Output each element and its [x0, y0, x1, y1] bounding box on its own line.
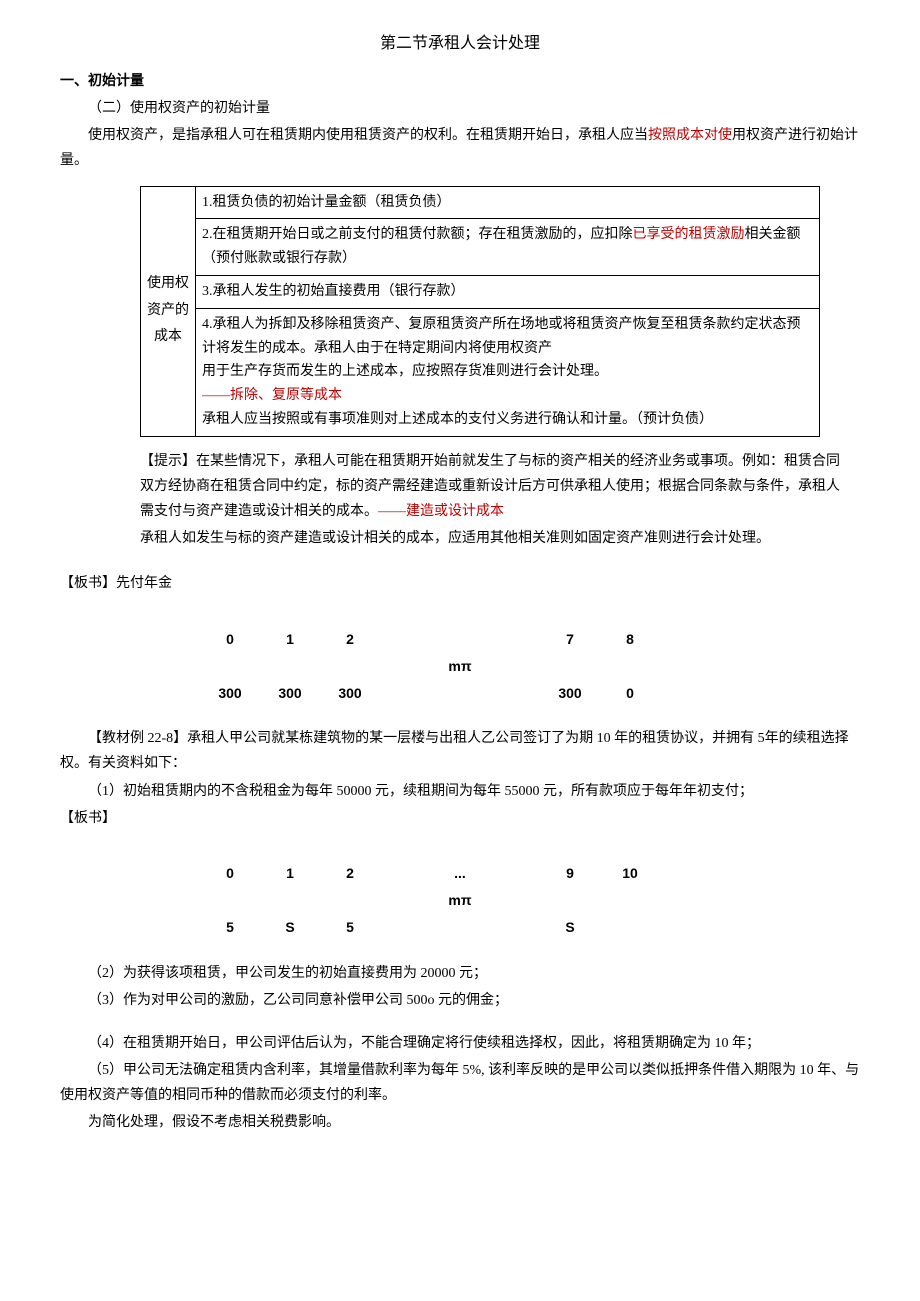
tl2-t3: ... [380, 861, 540, 886]
tl2-t2: 2 [320, 861, 380, 886]
tl2-t1: 1 [260, 861, 320, 886]
tl1-mid: mπ [200, 654, 720, 679]
tl1-t5: 8 [600, 627, 660, 652]
cost-table-row3: 3.承租人发生的初始直接费用（银行存款） [196, 275, 820, 308]
item-4: （4）在租赁期开始日，甲公司评估后认为，不能合理确定将行使续租选择权，因此，将租… [60, 1031, 860, 1056]
tl2-b1: S [260, 915, 320, 940]
board1-label: 【板书】先付年金 [60, 571, 860, 596]
item-3: （3）作为对甲公司的激励，乙公司同意补偿甲公司 500o 元的佣金； [60, 988, 860, 1013]
timeline1-top: 0 1 2 7 8 [200, 627, 720, 652]
r4-line3: 承租人应当按照或有事项准则对上述成本的支付义务进行确认和计量。（预计负债） [202, 412, 713, 427]
r4-red: ——拆除、复原等成本 [202, 388, 342, 403]
timeline2-top: 0 1 2 ... 9 10 [200, 861, 720, 886]
cost-table-row2: 2.在租赁期开始日或之前支付的租赁付款额；存在租赁激励的，应扣除已享受的租赁激励… [196, 219, 820, 276]
tl1-t0: 0 [200, 627, 260, 652]
spacer [60, 1015, 860, 1029]
item-2: （2）为获得该项租赁，甲公司发生的初始直接费用为 20000 元； [60, 961, 860, 986]
item-5: （5）甲公司无法确定租赁内含利率，其增量借款利率为每年 5%, 该利率反映的是甲… [60, 1058, 860, 1108]
r4-line1: 4.承租人为拆卸及移除租赁资产、复原租赁资产所在场地或将租赁资产恢复至租赁条款约… [202, 317, 801, 356]
tl2-t5: 10 [600, 861, 660, 886]
section-heading: 一、初始计量 [60, 69, 860, 94]
r2-text-red: 已享受的租赁激励 [633, 227, 745, 242]
tl2-b5 [600, 915, 660, 940]
cost-table-row1: 1.租赁负债的初始计量金额（租赁负债） [196, 186, 820, 219]
item-1: （1）初始租赁期内的不含税租金为每年 50000 元，续租期间为每年 55000… [60, 779, 860, 804]
timeline2-mid: mπ [200, 888, 720, 913]
timeline-1: 0 1 2 7 8 mπ 300 300 300 300 0 [200, 627, 720, 707]
closing: 为简化处理，假设不考虑相关税费影响。 [60, 1110, 860, 1135]
tl1-t2: 2 [320, 627, 380, 652]
tl1-t4: 7 [540, 627, 600, 652]
tl1-b3 [380, 681, 540, 706]
r2-text-a: 2.在租赁期开始日或之前支付的租赁付款额；存在租赁激励的，应扣除 [202, 227, 633, 242]
tl2-b2: 5 [320, 915, 380, 940]
tip-line1: 【提示】在某些情况下，承租人可能在租赁期开始前就发生了与标的资产相关的经济业务或… [140, 449, 840, 525]
timeline-2: 0 1 2 ... 9 10 mπ 5 S 5 S [200, 861, 720, 941]
tl1-b1: 300 [260, 681, 320, 706]
tip-l1-red: ——建造或设计成本 [378, 504, 504, 519]
tl1-b0: 300 [200, 681, 260, 706]
tl1-b2: 300 [320, 681, 380, 706]
tl1-t1: 1 [260, 627, 320, 652]
page-title: 第二节承租人会计处理 [60, 30, 860, 59]
cost-table-row4: 4.承租人为拆卸及移除租赁资产、复原租赁资产所在场地或将租赁资产恢复至租赁条款约… [196, 308, 820, 436]
tl2-t0: 0 [200, 861, 260, 886]
tl1-b4: 300 [540, 681, 600, 706]
cost-table-rowhead: 使用权资产的成本 [141, 186, 196, 436]
tl2-b0: 5 [200, 915, 260, 940]
tl2-mid: mπ [200, 888, 720, 913]
tl2-b4: S [540, 915, 600, 940]
section-subheading: （二）使用权资产的初始计量 [60, 96, 860, 121]
tl2-b3 [380, 915, 540, 940]
example-heading: 【教材例 22-8】承租人甲公司就某栋建筑物的某一层楼与出租人乙公司签订了为期 … [60, 726, 860, 776]
tip-block: 【提示】在某些情况下，承租人可能在租赁期开始前就发生了与标的资产相关的经济业务或… [140, 449, 840, 552]
tl1-t3 [380, 627, 540, 652]
intro-text-red: 按照成本对使 [648, 128, 732, 143]
timeline1-mid: mπ [200, 654, 720, 679]
tip-line2: 承租人如发生与标的资产建造或设计相关的成本，应适用其他相关准则如固定资产准则进行… [140, 526, 840, 551]
intro-paragraph: 使用权资产，是指承租人可在租赁期内使用租赁资产的权利。在租赁期开始日，承租人应当… [60, 123, 860, 173]
cost-table: 使用权资产的成本 1.租赁负债的初始计量金额（租赁负债） 2.在租赁期开始日或之… [140, 186, 820, 437]
tl1-b5: 0 [600, 681, 660, 706]
board2-label: 【板书】 [60, 806, 860, 831]
timeline1-bottom: 300 300 300 300 0 [200, 681, 720, 706]
r4-line2: 用于生产存货而发生的上述成本，应按照存货准则进行会计处理。 [202, 364, 608, 379]
tl2-t4: 9 [540, 861, 600, 886]
timeline2-bottom: 5 S 5 S [200, 915, 720, 940]
intro-text-a: 使用权资产，是指承租人可在租赁期内使用租赁资产的权利。在租赁期开始日，承租人应当 [88, 128, 648, 143]
